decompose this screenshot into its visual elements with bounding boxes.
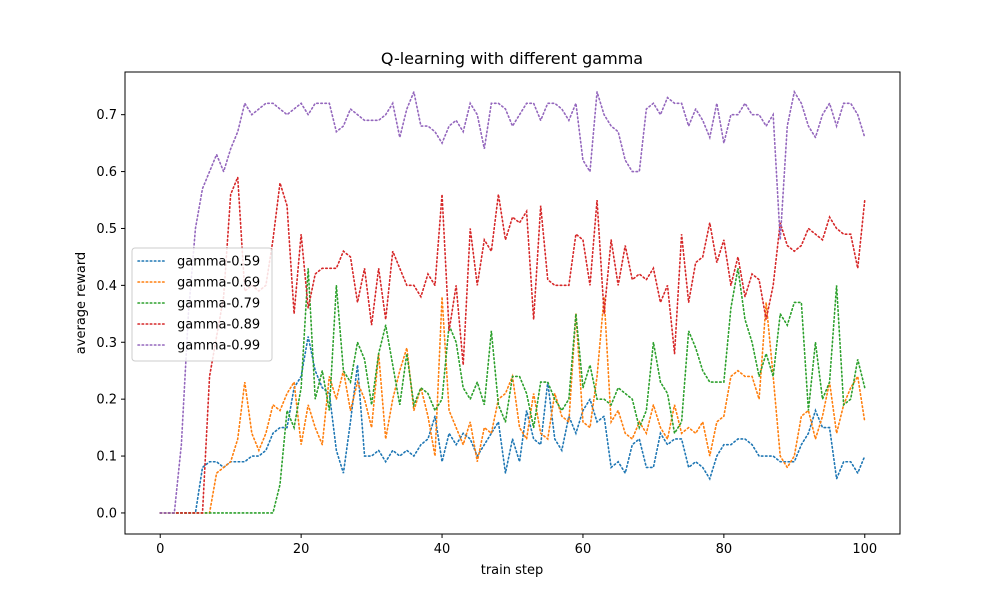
y-tick-label: 0.4 [96, 279, 117, 294]
y-tick-label: 0.3 [96, 336, 117, 351]
y-tick-label: 0.0 [96, 506, 117, 521]
y-axis: 0.0 0.1 0.2 0.3 0.4 0.5 0.6 0.7 [96, 108, 125, 521]
x-tick-label: 60 [575, 542, 592, 557]
plot-frame [124, 71, 901, 535]
x-tick-label: 80 [716, 542, 733, 557]
legend-box [131, 247, 273, 362]
y-tick-label: 0.6 [96, 165, 117, 180]
series-line-gamma-0.89 [159, 176, 866, 514]
y-tick-label: 0.7 [96, 108, 117, 123]
legend-label-gamma-0.59: gamma-0.59 [177, 255, 260, 270]
series-line-gamma-0.79 [159, 268, 866, 514]
x-axis-label: train step [481, 563, 544, 578]
series-line-gamma-0.59 [159, 336, 866, 514]
series-lines [159, 89, 866, 514]
y-tick-label: 0.2 [96, 393, 117, 408]
x-tick-label: 40 [434, 542, 451, 557]
chart-title: Q-learning with different gamma [381, 49, 643, 68]
y-tick-label: 0.5 [96, 222, 117, 237]
y-tick-label: 0.1 [96, 450, 117, 465]
x-axis: 0 20 40 60 80 100 [156, 534, 877, 557]
x-tick-label: 0 [156, 542, 164, 557]
x-tick-label: 100 [852, 542, 877, 557]
legend-label-gamma-0.69: gamma-0.69 [177, 276, 260, 291]
y-axis-label: average reward [74, 252, 89, 354]
x-tick-label: 20 [293, 542, 310, 557]
legend-label-gamma-0.89: gamma-0.89 [177, 318, 260, 333]
legend: gamma-0.59 gamma-0.69 gamma-0.79 gamma-0.89… [131, 247, 273, 362]
legend-label-gamma-0.99: gamma-0.99 [177, 339, 260, 354]
legend-label-gamma-0.79: gamma-0.79 [177, 297, 260, 312]
